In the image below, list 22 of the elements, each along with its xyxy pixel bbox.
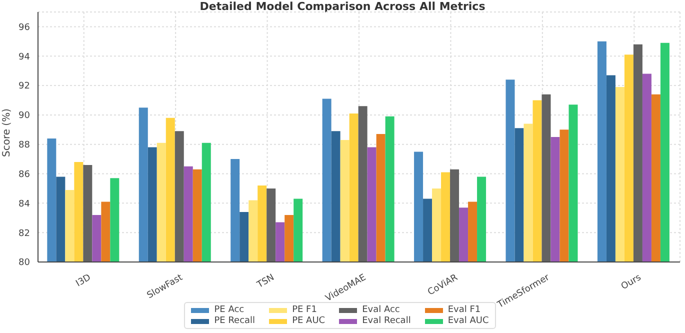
y-tick-label: 94 (18, 52, 30, 62)
x-tick-label: I3D (74, 272, 93, 290)
y-tick-label: 86 (18, 170, 30, 180)
legend-label: Eval F1 (448, 305, 481, 315)
y-axis-title: Score (%) (2, 108, 13, 157)
y-tick-label: 84 (18, 199, 30, 210)
legend-label: PE Acc (214, 305, 244, 315)
y-tick-label: 92 (18, 82, 30, 92)
y-tick-label: 90 (18, 111, 30, 122)
y-tick-label: 82 (18, 228, 30, 239)
legend-label: PE Recall (214, 316, 256, 326)
y-tick-label: 80 (18, 258, 30, 268)
legend-label: Eval AUC (448, 316, 489, 326)
chart-title: Detailed Model Comparison Across All Metrics (198, 0, 486, 13)
legend-label: Eval Recall (362, 316, 411, 326)
y-tick-label: 88 (18, 140, 30, 151)
legend-label: Eval Acc (362, 305, 400, 315)
y-tick-label: 96 (18, 22, 30, 33)
legend-label: PE AUC (292, 316, 326, 326)
legend-label: PE F1 (292, 305, 317, 315)
x-tick-label: TSN (254, 272, 276, 292)
x-tick-label: Ours (620, 272, 644, 292)
